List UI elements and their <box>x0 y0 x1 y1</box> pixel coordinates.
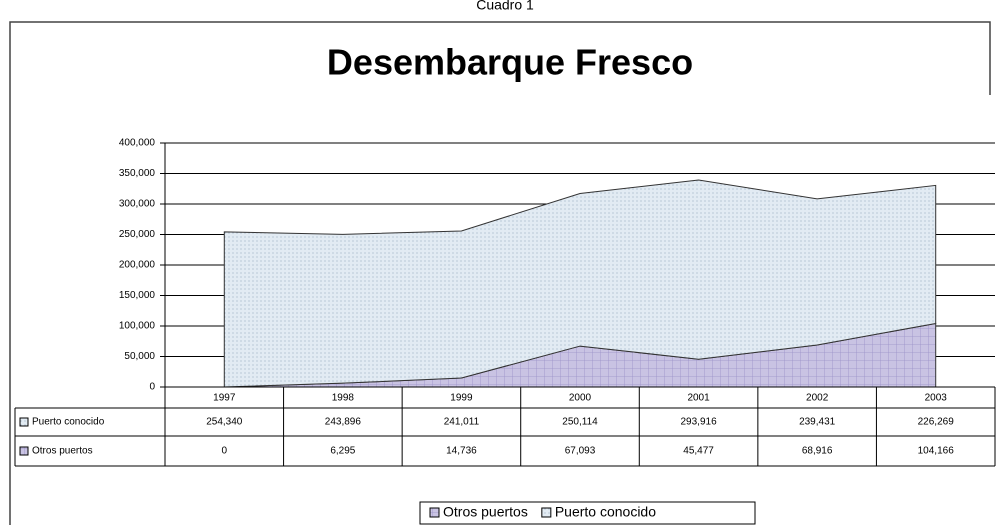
row-label: Otros puertos <box>32 446 93 457</box>
data-label: 67,093 <box>565 446 596 457</box>
data-label: 6,295 <box>330 446 355 457</box>
row-label: Puerto conocido <box>32 417 105 428</box>
data-label: 0 <box>222 446 228 457</box>
data-label: 45,477 <box>683 446 714 457</box>
y-tick-label: 250,000 <box>119 229 156 240</box>
caption: Cuadro 1 <box>476 0 534 13</box>
y-tick-label: 0 <box>149 382 155 393</box>
x-tick-label: 1998 <box>332 393 355 404</box>
data-label: 250,114 <box>562 417 598 428</box>
data-label: 293,916 <box>680 417 717 428</box>
legend-key <box>19 417 29 427</box>
y-tick-label: 350,000 <box>119 168 156 179</box>
x-tick-label: 2003 <box>925 393 948 404</box>
data-label: 68,916 <box>802 446 833 457</box>
legend-key <box>19 446 29 456</box>
y-tick-label: 200,000 <box>119 260 156 271</box>
legend-key <box>541 507 552 518</box>
y-tick-label: 400,000 <box>119 138 156 149</box>
chart-title: Desembarque Fresco <box>327 42 693 83</box>
legend-key <box>429 507 440 518</box>
area <box>223 179 937 388</box>
y-tick-label: 50,000 <box>124 351 155 362</box>
data-label: 104,166 <box>918 446 955 457</box>
y-tick-label: 150,000 <box>119 290 156 301</box>
x-tick-label: 2001 <box>687 393 710 404</box>
x-tick-label: 1997 <box>213 393 236 404</box>
legend-label: Puerto conocido <box>555 504 656 520</box>
x-tick-label: 2000 <box>569 393 592 404</box>
legend-label: Otros puertos <box>443 504 528 520</box>
data-label: 239,431 <box>799 417 836 428</box>
data-label: 254,340 <box>206 417 243 428</box>
data-label: 14,736 <box>446 446 477 457</box>
x-tick-label: 2002 <box>806 393 829 404</box>
y-tick-label: 300,000 <box>119 199 156 210</box>
data-label: 226,269 <box>918 417 955 428</box>
data-label: 241,011 <box>444 417 480 428</box>
frame <box>9 21 991 525</box>
legend-box <box>419 501 756 525</box>
data-label: 243,896 <box>325 417 362 428</box>
y-tick-label: 100,000 <box>119 321 156 332</box>
x-tick-label: 1999 <box>450 393 473 404</box>
